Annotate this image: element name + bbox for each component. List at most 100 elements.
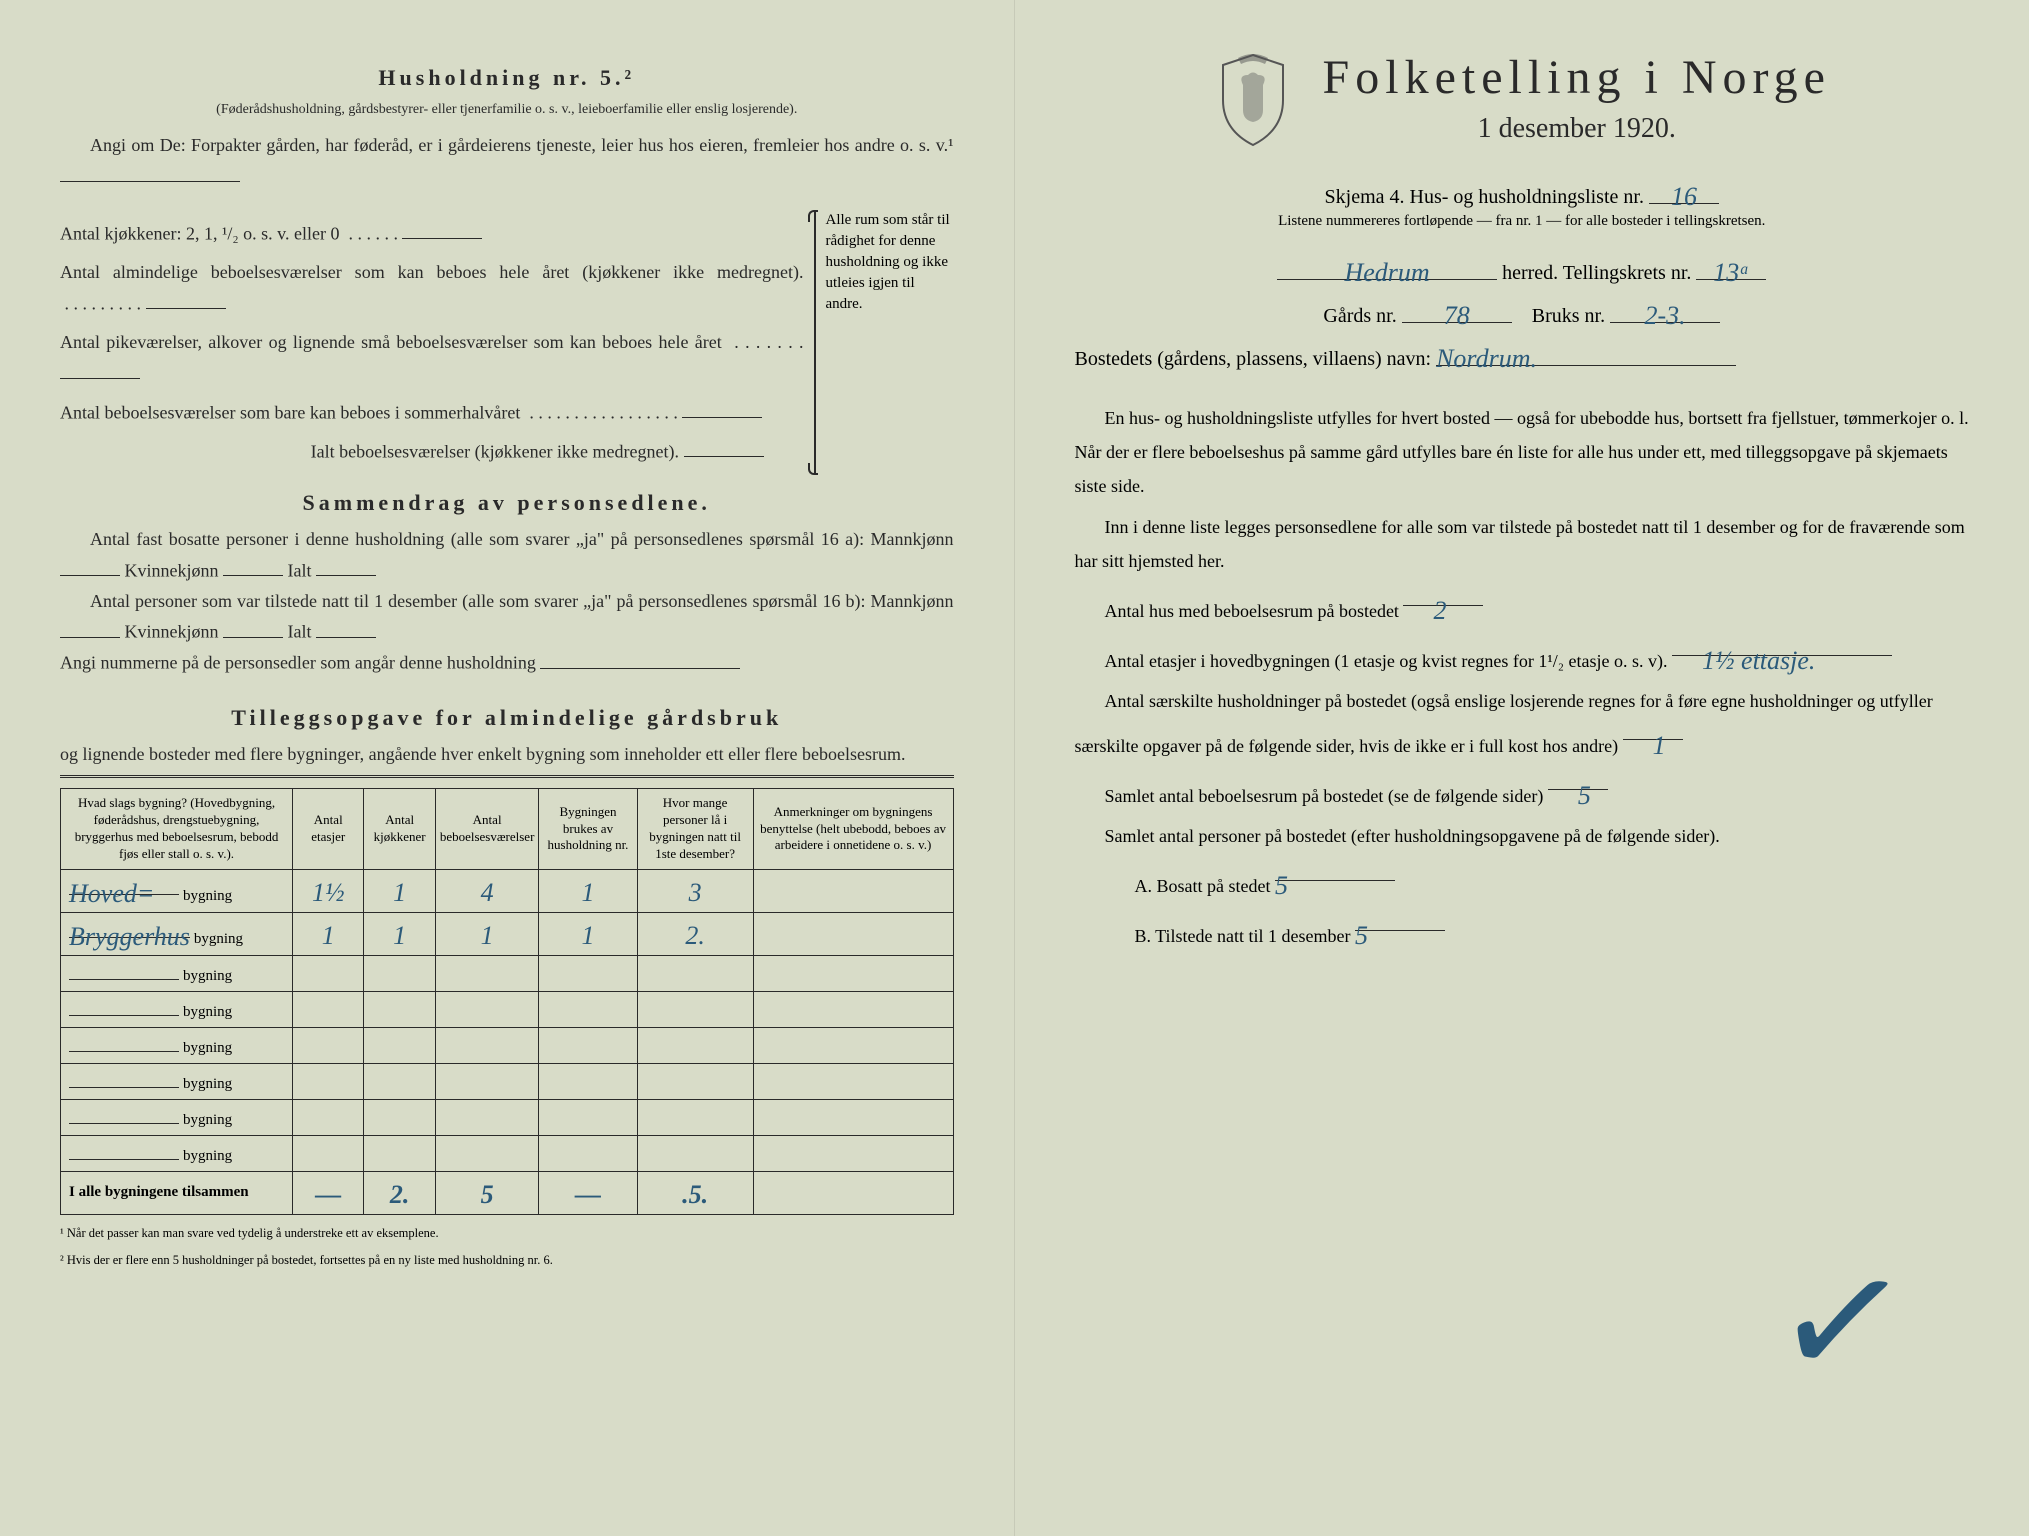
table-cell bbox=[435, 955, 539, 991]
table-cell: 2. bbox=[637, 912, 753, 955]
table-cell bbox=[435, 991, 539, 1027]
total-4: .5. bbox=[637, 1171, 753, 1214]
bygning-suffix: bygning bbox=[183, 1148, 232, 1164]
table-cell bbox=[539, 1099, 637, 1135]
table-cell bbox=[435, 1063, 539, 1099]
table-row: bygning bbox=[61, 955, 954, 991]
samlet-rum-line: Samlet antal beboelsesrum på bostedet (s… bbox=[1075, 769, 1970, 813]
cell-value: 4 bbox=[481, 878, 494, 907]
table-cell bbox=[539, 1135, 637, 1171]
husholdning-title: Husholdning nr. 5.² bbox=[60, 65, 954, 91]
table-cell bbox=[364, 1099, 435, 1135]
cell-value: 1 bbox=[481, 921, 494, 950]
table-row: bygning bbox=[61, 1099, 954, 1135]
table-cell bbox=[435, 1135, 539, 1171]
antal-etasjer-label: Antal etasjer i hovedbygningen (1 etasje… bbox=[1105, 651, 1668, 671]
skjema-nr-blank: 16 bbox=[1649, 180, 1719, 204]
th-0: Hvad slags bygning? (Hovedbygning, føder… bbox=[61, 789, 293, 870]
table-row: bygning bbox=[61, 1027, 954, 1063]
mann-blank-2 bbox=[60, 616, 120, 638]
table-cell bbox=[364, 1135, 435, 1171]
bygning-table: Hvad slags bygning? (Hovedbygning, føder… bbox=[60, 788, 954, 1215]
table-cell bbox=[364, 955, 435, 991]
left-page: Husholdning nr. 5.² (Føderådshusholdning… bbox=[0, 0, 1015, 1536]
kjokken-blank bbox=[402, 218, 482, 240]
para2: Inn i denne liste legges personsedlene f… bbox=[1075, 510, 1970, 578]
cell-value: 2. bbox=[685, 921, 705, 950]
right-body: En hus- og husholdningsliste utfylles fo… bbox=[1075, 401, 1970, 953]
table-cell: 1 bbox=[364, 869, 435, 912]
ialt-label-1: Ialt bbox=[288, 560, 312, 580]
table-cell bbox=[753, 1099, 953, 1135]
table-cell: 1 bbox=[539, 912, 637, 955]
bygning-label-blank: Bryggerhus bbox=[69, 920, 190, 938]
samlet-personer-line: Samlet antal personer på bostedet (efter… bbox=[1075, 819, 1970, 853]
table-cell bbox=[637, 991, 753, 1027]
th-4: Bygningen brukes av husholdning nr. bbox=[539, 789, 637, 870]
sammendrag-p1-text: Antal fast bosatte personer i denne hush… bbox=[90, 529, 954, 549]
bruks-blank: 2-3. bbox=[1610, 299, 1720, 323]
antal-etasjer-blank: 1½ ettasje. bbox=[1672, 634, 1892, 656]
table-cell bbox=[753, 1027, 953, 1063]
bosatt-line: A. Bosatt på stedet 5 bbox=[1135, 859, 1970, 903]
antal-hus-blank: 2 bbox=[1403, 584, 1483, 606]
total-4-val: .5. bbox=[682, 1180, 708, 1209]
sammendrag-title: Sammendrag av personsedlene. bbox=[60, 490, 954, 516]
crest-icon bbox=[1213, 50, 1293, 150]
beboelse-2-blank bbox=[682, 397, 762, 419]
beboelse-1-text: Antal pikeværelser, alkover og lignende … bbox=[60, 332, 722, 352]
table-cell bbox=[539, 955, 637, 991]
brace-note: Alle rum som står til rådighet for denne… bbox=[814, 210, 954, 475]
bosatt-value: 5 bbox=[1275, 871, 1288, 900]
herred-line: Hedrum herred. Tellingskrets nr. 13ᵃ bbox=[1075, 256, 1970, 285]
table-cell bbox=[364, 1063, 435, 1099]
total-1-val: 2. bbox=[390, 1180, 410, 1209]
table-row: Hoved=bygning1½1413 bbox=[61, 869, 954, 912]
table-cell: 4 bbox=[435, 869, 539, 912]
header: Folketelling i Norge 1 desember 1920. bbox=[1075, 50, 1970, 150]
herred-blank: Hedrum bbox=[1277, 256, 1497, 280]
cell-value: 3 bbox=[689, 878, 702, 907]
table-cell bbox=[293, 1063, 364, 1099]
beboelse-0-blank bbox=[146, 288, 226, 310]
footnote-1: ¹ Når det passer kan man svare ved tydel… bbox=[60, 1225, 954, 1243]
bygning-label-blank bbox=[69, 998, 179, 1016]
ialt-line: Ialt beboelsesværelser (kjøkkener ikke m… bbox=[60, 436, 804, 467]
tillegg-title: Tilleggsopgave for almindelige gårdsbruk bbox=[60, 705, 954, 731]
skjema-nr-value: 16 bbox=[1671, 182, 1697, 211]
table-cell bbox=[293, 991, 364, 1027]
sammendrag-p2-text: Antal personer som var tilstede natt til… bbox=[90, 591, 954, 611]
cell-value: 1 bbox=[393, 878, 406, 907]
table-cell: 1 bbox=[293, 912, 364, 955]
bosted-blank: Nordrum. bbox=[1436, 342, 1736, 366]
total-3-val: — bbox=[575, 1180, 601, 1209]
bygning-label-value: Hoved= bbox=[69, 879, 154, 908]
herred-value: Hedrum bbox=[1344, 258, 1429, 287]
table-cell: 1 bbox=[435, 912, 539, 955]
bosatt-blank: 5 bbox=[1275, 859, 1395, 881]
th-3: Antal beboelsesværelser bbox=[435, 789, 539, 870]
table-row: bygning bbox=[61, 1063, 954, 1099]
th-1: Antal etasjer bbox=[293, 789, 364, 870]
total-label: I alle bygningene tilsammen bbox=[61, 1171, 293, 1214]
beboelse-line-0: Antal almindelige beboelsesværelser som … bbox=[60, 257, 804, 319]
right-page: Folketelling i Norge 1 desember 1920. Sk… bbox=[1015, 0, 2029, 1536]
row-label-cell: bygning bbox=[61, 1027, 293, 1063]
tellingskrets-blank: 13ᵃ bbox=[1696, 256, 1766, 280]
cell-value: 1 bbox=[581, 921, 594, 950]
beboelse-1-blank bbox=[60, 357, 140, 379]
table-cell bbox=[364, 991, 435, 1027]
para1: En hus- og husholdningsliste utfylles fo… bbox=[1075, 401, 1970, 504]
table-cell bbox=[753, 869, 953, 912]
bygning-suffix: bygning bbox=[183, 1112, 232, 1128]
total-5 bbox=[753, 1171, 953, 1214]
table-cell bbox=[435, 1027, 539, 1063]
bygning-suffix: bygning bbox=[183, 968, 232, 984]
table-row: bygning bbox=[61, 1135, 954, 1171]
table-cell bbox=[753, 991, 953, 1027]
bosted-label: Bostedets (gårdens, plassens, villaens) … bbox=[1075, 348, 1432, 370]
angi-blank bbox=[60, 161, 240, 183]
row-label-cell: bygning bbox=[61, 991, 293, 1027]
table-rule bbox=[60, 775, 954, 778]
bygning-label-blank bbox=[69, 962, 179, 980]
